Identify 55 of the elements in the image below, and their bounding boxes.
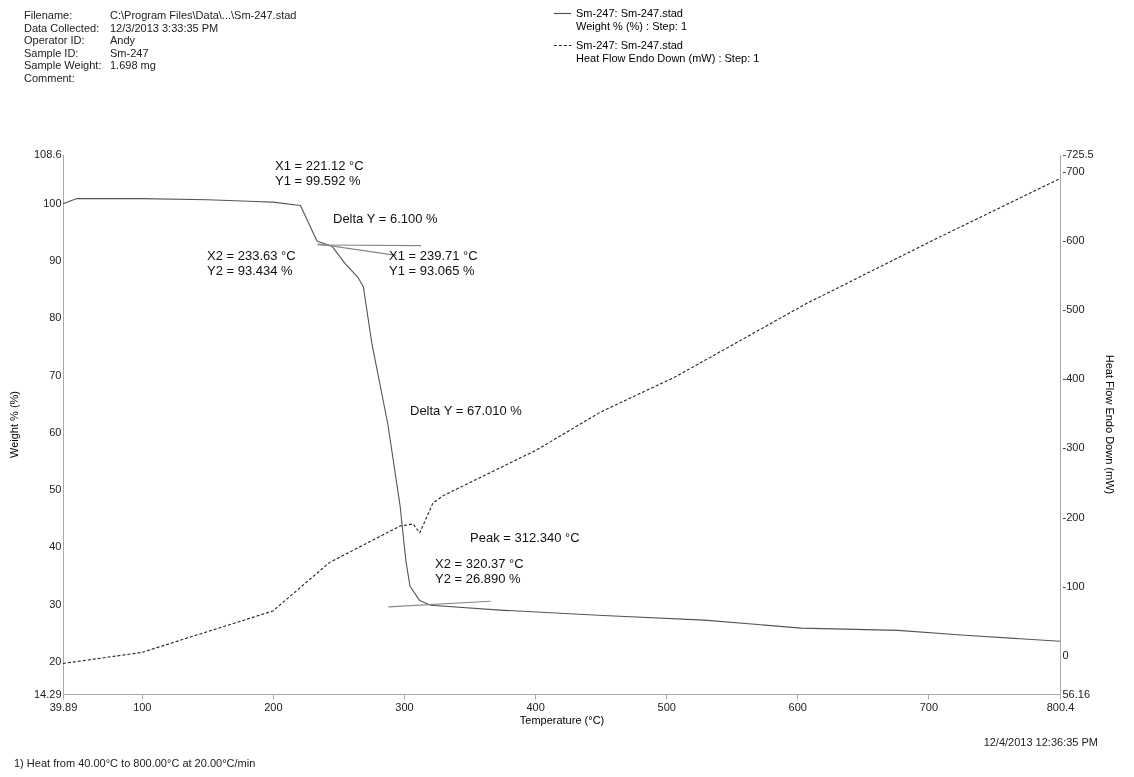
y-tick-label: 108.6 (33, 147, 62, 160)
y2-tick-label: -500 (1062, 303, 1085, 316)
text: Sample Weight: (24, 59, 102, 71)
y-tick-label: 100 (43, 196, 62, 209)
x-tick-label: 400 (526, 700, 545, 713)
annotation: X1 = 221.12 °C Y1 = 99.592 % (275, 158, 364, 188)
text: 12/4/2013 12:36:35 PM (983, 736, 1098, 748)
annotation: Peak = 312.340 °C (470, 530, 580, 545)
x-tick-label: 200 (264, 700, 283, 713)
x-axis-title: Temperature (°C) (519, 713, 605, 726)
y-tick-label: 30 (49, 597, 62, 610)
y2-tick-label: -700 (1062, 165, 1085, 178)
y-tick-label: 60 (49, 425, 62, 438)
text: 12/3/2013 3:33:35 PM (110, 21, 219, 34)
y2-axis-title: Heat Flow Endo Down (mW) (1103, 354, 1116, 495)
y-axis-title: Weight % (%) (7, 390, 20, 459)
y-tick-label: 90 (49, 254, 62, 266)
text: Filename: (24, 9, 73, 21)
y-tick-label: 50 (49, 483, 62, 496)
text: Comment: (24, 71, 75, 84)
annotation: X2 = 233.63 °C Y2 = 93.434 % (207, 248, 296, 278)
text: 1) Heat from 40.00°C to 800.00°C at 20.00°C/min (14, 757, 256, 769)
y2-tick-label: -300 (1062, 441, 1085, 454)
text: Sm-247 (110, 46, 149, 59)
y2-tick-label: 0 (1062, 648, 1069, 661)
text: Sample ID: (24, 46, 79, 59)
y2-tick-label: -600 (1062, 234, 1085, 247)
y-tick-label: 70 (49, 368, 62, 381)
annotation: X2 = 320.37 °C Y2 = 26.890 % (435, 556, 524, 586)
x-tick-label: 39.89 (49, 700, 78, 713)
x-tick-label: 300 (395, 700, 414, 713)
annotation: Delta Y = 6.100 % (333, 211, 439, 226)
text: Operator ID: (24, 34, 85, 46)
y2-tick-label: -200 (1062, 510, 1085, 523)
x-tick-label: 600 (788, 700, 807, 713)
legend-label: Sm-247: Sm-247.stad Weight % (%) : Step: 1 (576, 6, 688, 32)
y2-tick-label: 56.16 (1062, 687, 1091, 700)
y-tick-label: 80 (49, 311, 62, 324)
annotation: Delta Y = 67.010 % (410, 403, 523, 418)
y-tick-label: 20 (49, 654, 62, 667)
y-tick-label: 14.29 (33, 687, 62, 700)
x-tick-label: 500 (657, 700, 676, 713)
annotation: X1 = 239.71 °C Y1 = 93.065 % (389, 248, 478, 278)
text: C:\Program Files\Data\...\Sm-247.stad (110, 9, 297, 21)
legend-label: Sm-247: Sm-247.stad Heat Flow Endo Down (mW) : Step: 1 (576, 38, 760, 64)
x-tick-label: 700 (919, 700, 939, 713)
text: 1.698 mg (110, 59, 156, 71)
y-tick-label: 40 (49, 540, 62, 553)
x-tick-label: 800.4 (1046, 700, 1075, 713)
y2-tick-label: -725.5 (1062, 147, 1094, 160)
y2-tick-label: -100 (1062, 579, 1085, 592)
text: Andy (110, 34, 136, 46)
text: Data Collected: (24, 21, 100, 34)
x-tick-label: 100 (133, 700, 152, 713)
y2-tick-label: -400 (1062, 372, 1085, 385)
